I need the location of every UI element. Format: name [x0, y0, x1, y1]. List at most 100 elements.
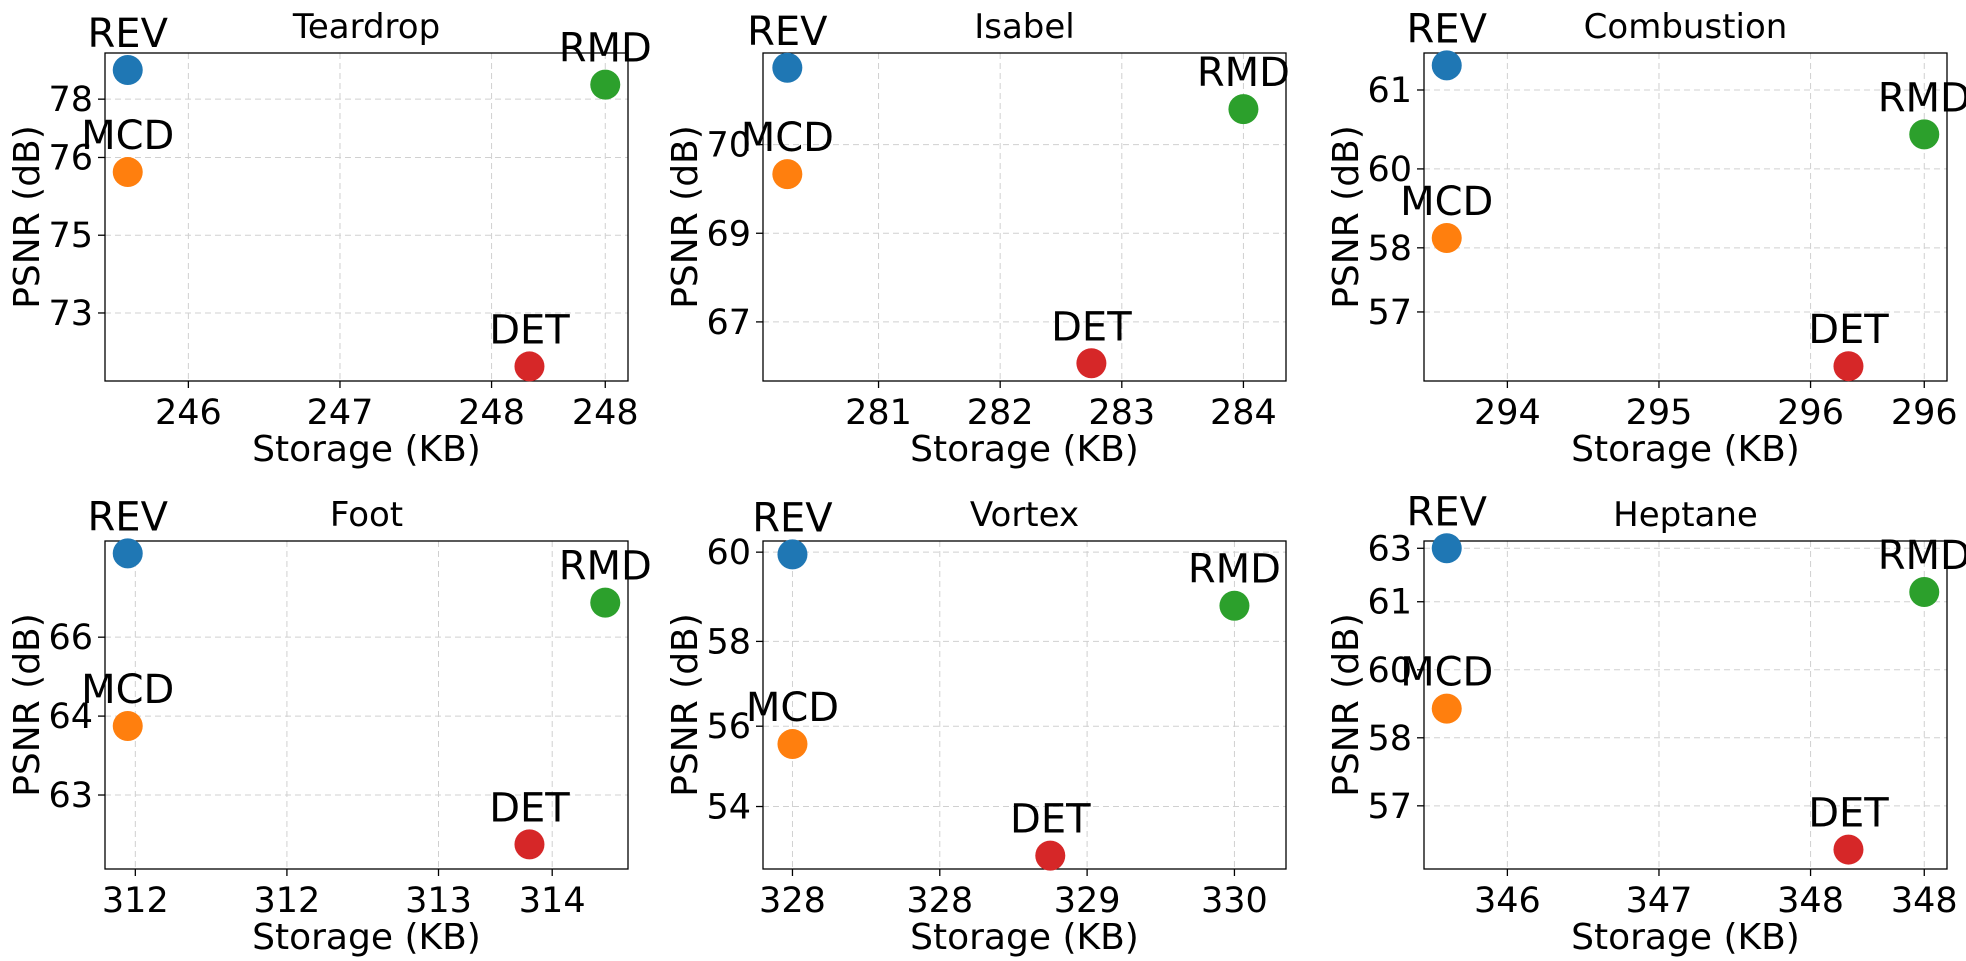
chart-3-point-label-mcd: MCD — [81, 667, 174, 713]
chart-5-point-label-rmd: RMD — [1878, 533, 1966, 579]
chart-3-ylabel: PSNR (dB) — [7, 613, 48, 797]
chart-2-point-label-mcd: MCD — [1400, 179, 1493, 225]
chart-4-point-label-det: DET — [1010, 797, 1091, 843]
chart-5-ytick-label-0: 57 — [1367, 787, 1412, 827]
chart-3-point-label-rev: REV — [88, 494, 169, 540]
chart-2-ytick-label-0: 57 — [1367, 293, 1412, 333]
chart-4-point-label-mcd: MCD — [746, 685, 839, 731]
chart-5-xtick-label-2: 348 — [1777, 881, 1844, 921]
chart-4-ytick-label-0: 54 — [706, 788, 751, 828]
chart-4-point-mcd — [777, 729, 808, 760]
chart-4-point-label-rmd: RMD — [1188, 547, 1281, 593]
chart-1-ylabel: PSNR (dB) — [665, 125, 706, 309]
chart-5-point-rmd — [1909, 577, 1940, 608]
chart-0-ytick-label-2: 76 — [48, 138, 93, 178]
chart-2-xtick-label-3: 296 — [1891, 393, 1958, 433]
chart-1-point-mcd — [772, 159, 803, 190]
chart-0-ytick-label-0: 73 — [48, 294, 93, 334]
chart-5-point-label-det: DET — [1808, 791, 1889, 837]
chart-3-xtick-label-0: 312 — [102, 881, 169, 921]
chart-4-point-rev — [777, 539, 808, 570]
chart-3-point-label-det: DET — [489, 785, 570, 831]
chart-3-ytick-label-0: 63 — [48, 776, 93, 816]
chart-1-point-det — [1076, 348, 1107, 379]
chart-1-point-label-det: DET — [1051, 304, 1132, 350]
chart-3-title: Foot — [330, 495, 403, 535]
chart-4-ytick-label-3: 60 — [706, 533, 751, 573]
chart-1-point-rev — [772, 52, 803, 83]
chart-5-ytick-label-4: 63 — [1367, 529, 1412, 569]
chart-1-title: Isabel — [974, 7, 1075, 47]
chart-5-point-mcd — [1431, 693, 1462, 724]
chart-0-point-det — [514, 351, 545, 382]
chart-3-ytick-label-1: 64 — [48, 697, 93, 737]
chart-4-xtick-label-2: 329 — [1054, 881, 1121, 921]
chart-3-panel: 312 312 313 314 63 64 66 Foot Storage (KB) PSNR (… — [7, 494, 652, 958]
chart-5-xlabel: Storage (KB) — [1571, 917, 1800, 958]
chart-1-frame — [762, 52, 1287, 382]
chart-2-panel: 294 295 296 296 57 58 60 61 Combustion Storage (K… — [1326, 6, 1966, 470]
chart-0-point-mcd — [112, 157, 143, 188]
chart-0-ylabel: PSNR (dB) — [7, 125, 48, 309]
chart-2-ytick-label-3: 61 — [1367, 71, 1412, 111]
chart-3-point-label-rmd: RMD — [559, 544, 652, 590]
chart-0-point-label-rev: REV — [88, 11, 169, 57]
chart-1-ytick-label-2: 70 — [706, 126, 751, 166]
chart-2-point-rev — [1431, 50, 1462, 81]
chart-3-xlabel: Storage (KB) — [252, 917, 481, 958]
chart-3-point-rmd — [590, 587, 621, 618]
chart-0-xtick-label-0: 246 — [155, 393, 222, 433]
chart-1-point-label-rev: REV — [747, 9, 828, 55]
chart-1-xtick-label-0: 281 — [845, 393, 912, 433]
chart-0-ytick-label-1: 75 — [48, 216, 93, 256]
chart-3-point-det — [514, 829, 545, 860]
chart-2-ytick-label-2: 60 — [1367, 150, 1412, 190]
chart-3-frame — [104, 540, 629, 870]
chart-4-ytick-label-1: 56 — [706, 707, 751, 747]
chart-0-point-label-rmd: RMD — [559, 26, 652, 72]
chart-2-frame — [1423, 52, 1948, 382]
chart-5-ytick-label-3: 61 — [1367, 583, 1412, 623]
chart-2-xtick-label-2: 296 — [1777, 393, 1844, 433]
chart-3-xtick-label-3: 314 — [519, 881, 586, 921]
chart-4-point-rmd — [1219, 590, 1250, 621]
chart-0-point-rev — [112, 55, 143, 86]
chart-2-point-mcd — [1431, 222, 1462, 253]
chart-0-frame — [104, 52, 629, 382]
chart-1-xtick-label-2: 283 — [1088, 393, 1155, 433]
chart-0-xtick-label-2: 248 — [458, 393, 525, 433]
chart-4-ylabel: PSNR (dB) — [665, 613, 706, 797]
chart-1-ytick-label-0: 67 — [706, 303, 751, 343]
chart-2-point-label-det: DET — [1808, 307, 1889, 353]
chart-2-ytick-label-1: 58 — [1367, 229, 1412, 269]
chart-2-point-rmd — [1909, 119, 1940, 150]
chart-4-frame — [762, 540, 1287, 870]
chart-1-point-rmd — [1228, 94, 1259, 125]
chart-1-point-label-mcd: MCD — [741, 115, 834, 161]
chart-3-xtick-label-2: 313 — [405, 881, 472, 921]
chart-5-ylabel: PSNR (dB) — [1326, 613, 1367, 797]
chart-2-ylabel: PSNR (dB) — [1326, 125, 1367, 309]
chart-5-xtick-label-1: 347 — [1626, 881, 1693, 921]
chart-0-panel: 246 247 248 248 73 75 76 78 Teardrop Storage (KB)… — [7, 7, 652, 470]
chart-0-point-label-det: DET — [489, 307, 570, 353]
chart-5-frame — [1423, 540, 1948, 870]
chart-3-point-rev — [112, 538, 143, 569]
chart-3-ytick-label-2: 66 — [48, 618, 93, 658]
chart-1-point-label-rmd: RMD — [1197, 50, 1290, 96]
chart-4-xtick-label-1: 328 — [906, 881, 973, 921]
chart-0-xtick-label-3: 248 — [572, 393, 639, 433]
chart-2-point-label-rmd: RMD — [1878, 75, 1966, 121]
chart-5-xtick-label-3: 348 — [1891, 881, 1958, 921]
chart-5-point-rev — [1431, 533, 1462, 564]
chart-3-xtick-label-1: 312 — [254, 881, 321, 921]
chart-0-xlabel: Storage (KB) — [252, 429, 481, 470]
chart-4-xtick-label-0: 328 — [759, 881, 826, 921]
chart-5-title: Heptane — [1613, 495, 1758, 535]
chart-0-point-rmd — [590, 69, 621, 100]
chart-0-ytick-label-3: 78 — [48, 80, 93, 120]
chart-1-panel: 281 282 283 284 67 69 70 Isabel Storage (KB) PSNR… — [665, 7, 1290, 470]
chart-4-point-det — [1035, 840, 1066, 871]
chart-1-xtick-label-3: 284 — [1210, 393, 1277, 433]
chart-2-point-det — [1833, 351, 1864, 382]
